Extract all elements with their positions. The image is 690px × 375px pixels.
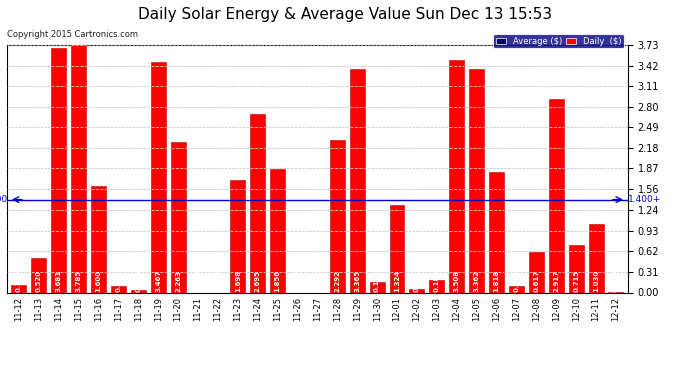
Bar: [429, 280, 444, 292]
Text: 0.617: 0.617: [533, 270, 540, 292]
Bar: [71, 41, 86, 292]
Legend: Average ($), Daily  ($): Average ($), Daily ($): [493, 34, 624, 48]
Bar: [270, 170, 285, 292]
Bar: [111, 286, 126, 292]
Text: 1.030: 1.030: [593, 270, 599, 292]
Bar: [131, 290, 146, 292]
Text: 2.917: 2.917: [553, 270, 560, 292]
Text: 1.324: 1.324: [394, 270, 400, 292]
Bar: [569, 245, 584, 292]
Bar: [31, 258, 46, 292]
Text: 0.715: 0.715: [573, 270, 579, 292]
Text: 3.785: 3.785: [75, 270, 81, 292]
Bar: [409, 289, 424, 292]
Text: Daily Solar Energy & Average Value Sun Dec 13 15:53: Daily Solar Energy & Average Value Sun D…: [138, 8, 552, 22]
Bar: [51, 48, 66, 292]
Text: 3.362: 3.362: [473, 270, 480, 292]
Text: 0.184: 0.184: [434, 270, 440, 292]
Bar: [529, 252, 544, 292]
Bar: [230, 180, 245, 292]
Bar: [509, 285, 524, 292]
Text: 0.000: 0.000: [295, 270, 301, 292]
Text: 2.292: 2.292: [334, 270, 340, 292]
Bar: [91, 186, 106, 292]
Bar: [170, 142, 186, 292]
Text: 3.681: 3.681: [56, 270, 61, 292]
Bar: [330, 140, 345, 292]
Bar: [589, 224, 604, 292]
Text: 0.052: 0.052: [414, 270, 420, 292]
Text: 0.154: 0.154: [374, 270, 380, 292]
Bar: [11, 285, 26, 292]
Bar: [350, 69, 365, 292]
Text: 3.365: 3.365: [354, 270, 360, 292]
Text: 0.000: 0.000: [315, 270, 320, 292]
Text: 0.105: 0.105: [513, 270, 520, 292]
Text: 0.520: 0.520: [36, 270, 42, 292]
Bar: [549, 99, 564, 292]
Text: 0.010: 0.010: [613, 270, 619, 292]
Bar: [250, 114, 265, 292]
Bar: [150, 63, 166, 292]
Text: 0.045: 0.045: [135, 270, 141, 292]
Text: 1.600: 1.600: [95, 270, 101, 292]
Bar: [449, 60, 464, 292]
Bar: [469, 69, 484, 292]
Text: 2.263: 2.263: [175, 270, 181, 292]
Text: 3.508: 3.508: [454, 270, 460, 292]
Text: Copyright 2015 Cartronics.com: Copyright 2015 Cartronics.com: [7, 30, 138, 39]
Text: 0.120: 0.120: [16, 270, 22, 292]
Text: 0.101: 0.101: [115, 270, 121, 292]
Text: 0.000: 0.000: [195, 270, 201, 292]
Bar: [370, 282, 384, 292]
Text: 0.000: 0.000: [215, 270, 221, 292]
Text: +1.400: +1.400: [0, 195, 7, 204]
Text: 1.818: 1.818: [493, 270, 500, 292]
Text: 1.698: 1.698: [235, 270, 241, 292]
Bar: [489, 172, 504, 292]
Text: 3.467: 3.467: [155, 270, 161, 292]
Text: 1.856: 1.856: [275, 270, 281, 292]
Text: 2.695: 2.695: [255, 270, 261, 292]
Text: 1.400+: 1.400+: [628, 195, 661, 204]
Bar: [390, 205, 404, 292]
